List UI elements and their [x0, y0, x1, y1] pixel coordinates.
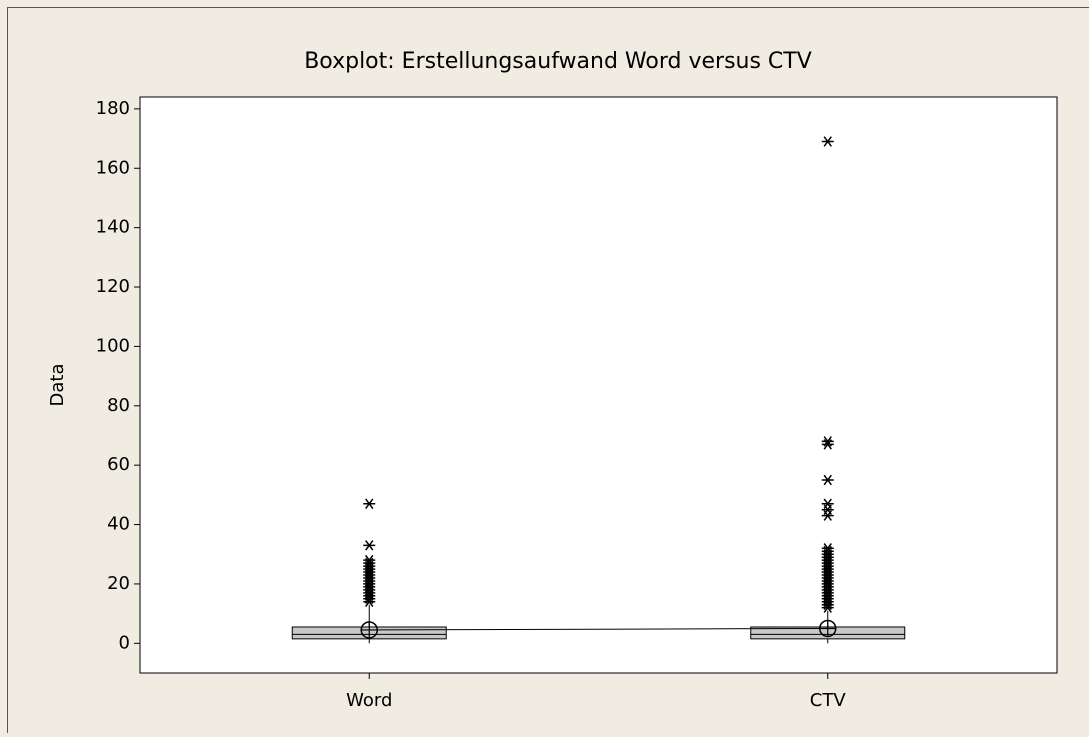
- y-tick-label: 140: [96, 217, 130, 238]
- y-tick-label: 100: [96, 335, 130, 356]
- y-tick-label: 0: [119, 632, 130, 653]
- plot-area: [140, 97, 1057, 673]
- y-axis-label: Data: [47, 364, 68, 407]
- y-tick-label: 160: [96, 157, 130, 178]
- y-tick-label: 120: [96, 276, 130, 297]
- y-tick-label: 80: [107, 395, 130, 416]
- chart-title: Boxplot: Erstellungsaufwand Word versus …: [304, 49, 812, 74]
- y-tick-label: 180: [96, 98, 130, 119]
- y-tick-label: 60: [107, 454, 130, 475]
- y-tick-label: 40: [107, 514, 130, 535]
- x-tick-label: CTV: [810, 690, 847, 711]
- x-tick-label: Word: [346, 690, 392, 711]
- y-tick-label: 20: [107, 573, 130, 594]
